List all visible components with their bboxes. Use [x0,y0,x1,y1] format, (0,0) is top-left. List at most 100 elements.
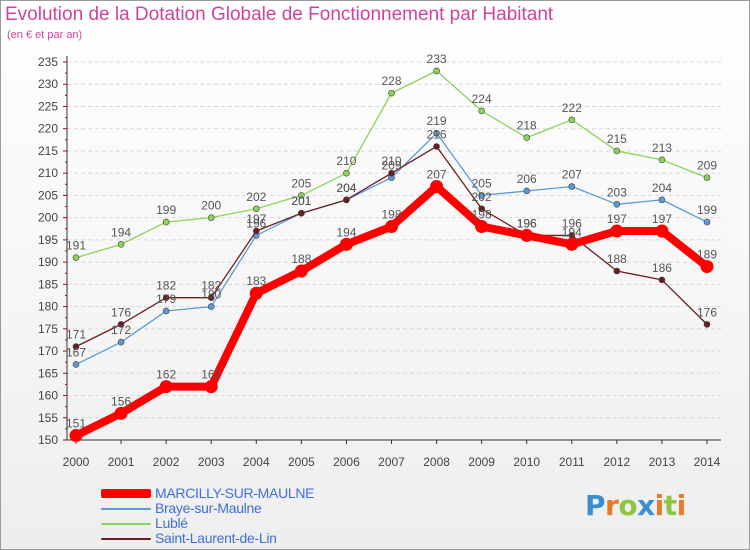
series-0-point [610,224,624,238]
series-1-point [613,201,621,208]
series-2-point [72,254,80,261]
data-label: 196 [517,216,537,230]
data-label: 204 [336,181,356,195]
data-label: 224 [472,92,492,106]
series-3-point [252,227,260,235]
data-label: 151 [66,417,86,431]
series-3-point [478,205,485,213]
legend-swatch [101,537,151,540]
series-3-point [72,343,80,350]
legend: MARCILLY-SUR-MAULNE Braye-sur-Maulne Lublé… [101,486,315,546]
series-2-point [703,174,711,181]
y-tick-label: 155 [38,411,58,425]
series-2-point [388,89,395,97]
series-2-point [433,67,440,75]
data-label: 186 [652,261,672,275]
series-0-point [249,286,263,300]
legend-label: Lublé [155,515,188,531]
legend-item-2: Lublé [101,516,314,531]
x-tick-label: 2005 [288,455,315,469]
series-1-point [117,338,125,346]
data-label: 176 [697,305,717,319]
data-label: 233 [427,52,447,66]
data-label: 201 [291,194,311,208]
legend-item-3: Saint-Laurent-de-Lin [101,531,314,546]
series-2-point [658,156,666,164]
logo-letter: P [585,489,606,522]
data-label: 188 [607,252,627,266]
y-tick-label: 185 [38,277,58,291]
logo-letter: i [654,489,665,522]
data-label: 194 [336,225,356,239]
series-1-point [72,361,80,368]
series-1-point [703,218,711,226]
x-tick-label: 2013 [649,455,676,469]
series-0-point [430,180,444,194]
data-label: 188 [291,252,311,266]
logo-letter: o [618,489,638,522]
series-3-point [388,169,395,177]
series-3-point [613,267,621,275]
data-label: 206 [517,172,537,186]
data-label: 215 [607,132,627,146]
data-label: 222 [562,101,582,115]
data-label: 196 [517,216,537,230]
series-3-point [658,276,666,284]
data-label: 218 [517,119,537,133]
series-1-point [478,192,485,199]
data-label: 196 [562,216,582,230]
data-label: 171 [66,328,86,342]
data-label: 182 [156,279,176,293]
series-2-point [298,192,305,199]
data-label: 183 [246,274,266,288]
data-label: 197 [652,212,672,226]
series-0-point [700,260,714,274]
y-tick-label: 200 [38,211,58,225]
x-tick-label: 2009 [468,455,495,469]
data-label: 203 [607,185,627,199]
series-2-point [478,107,485,115]
x-tick-label: 2000 [63,455,90,469]
x-tick-label: 2012 [604,455,631,469]
x-tick-label: 2008 [423,455,450,469]
data-label: 162 [156,368,176,382]
y-tick-label: 205 [38,188,58,202]
logo-letter: t [663,489,677,522]
legend-swatch [101,507,151,510]
y-tick-label: 230 [38,77,58,91]
data-label: 179 [156,292,176,306]
logo-letter: i [676,489,687,522]
series-2-point [207,214,215,221]
data-label: 204 [336,181,356,195]
series-0-point [159,380,173,394]
series-0-point [385,220,398,234]
logo-letter: r [605,489,619,522]
series-2-point [117,241,125,248]
series-0-point [339,237,353,251]
data-label: 200 [201,199,221,213]
data-label: 172 [111,323,131,337]
series-1-point [207,303,215,310]
y-tick-label: 215 [38,144,58,158]
data-label: 198 [381,208,401,222]
data-label: 204 [652,181,672,195]
x-tick-label: 2006 [333,455,360,469]
series-2-point [343,169,350,177]
y-tick-label: 190 [38,255,58,269]
y-tick-label: 160 [38,389,58,403]
y-tick-label: 210 [38,166,58,180]
y-tick-label: 235 [38,55,58,69]
series-1-point [162,307,170,315]
legend-label: Braye-sur-Maulne [155,500,262,516]
series-2-point [162,218,170,226]
chart-subtitle: (en € et par an) [7,29,83,41]
data-label: 202 [472,190,492,204]
series-0-point [655,224,669,238]
chart-title: Evolution de la Dotation Globale de Fonc… [5,4,554,25]
series-0-point [204,380,218,394]
x-tick-label: 2003 [198,455,225,469]
data-label: 191 [66,239,86,253]
data-label: 180 [201,288,221,302]
proxiti-logo: Proxiti [585,489,686,522]
